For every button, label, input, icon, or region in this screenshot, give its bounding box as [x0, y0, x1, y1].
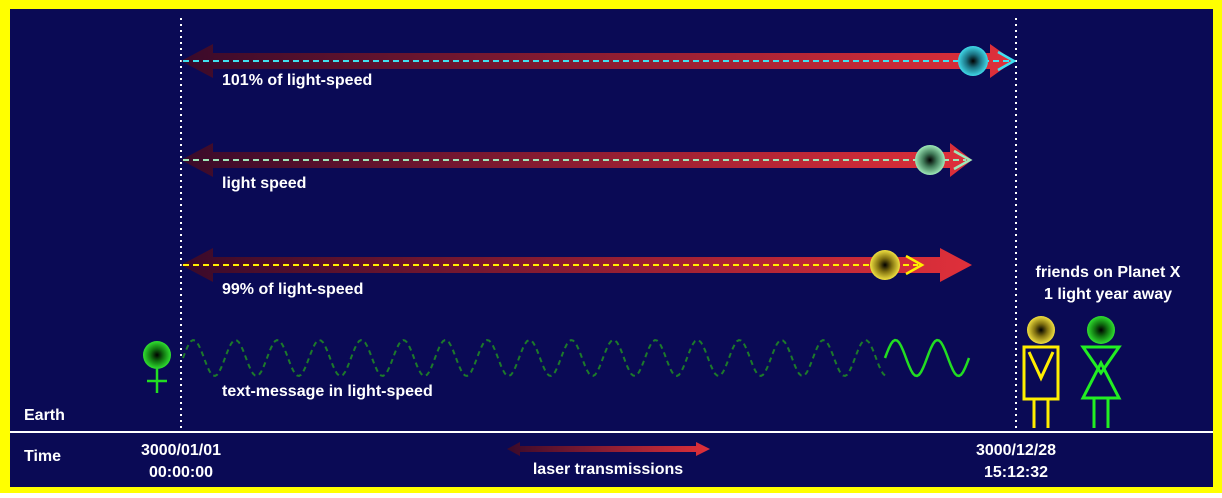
friend-male-collar — [1027, 351, 1055, 382]
friend-male-head — [1027, 316, 1055, 344]
end-time: 15:12:32 — [984, 464, 1048, 481]
particle-101 — [958, 46, 988, 76]
earth-person-head — [143, 341, 171, 369]
label-99: 99% of light-speed — [222, 281, 363, 298]
trail-arrowhead-101 — [997, 50, 1017, 72]
friend-female-skirt — [1080, 359, 1122, 400]
friend-male — [1022, 316, 1060, 428]
background-panel — [10, 9, 1213, 487]
label-101: 101% of light-speed — [222, 72, 372, 89]
friend-female-top — [1080, 345, 1122, 376]
message-wave-front — [883, 338, 971, 378]
row-101-percent: 101% of light-speed — [181, 44, 1017, 89]
legend-label: laser transmissions — [533, 461, 683, 478]
friends-distance: 1 light year away — [1044, 286, 1172, 303]
label-light: light speed — [222, 175, 306, 192]
message-wave-dashed — [182, 339, 886, 377]
end-date: 3000/12/28 — [976, 442, 1056, 459]
friend-female — [1080, 316, 1122, 428]
text-message-row: text-message in light-speed — [182, 338, 971, 400]
row-light-speed: light speed — [181, 143, 973, 192]
friends-title: friends on Planet X — [1036, 264, 1181, 281]
trail-arrowhead-99 — [905, 254, 925, 276]
particle-99 — [870, 250, 900, 280]
friends-planet-x: friends on Planet X 1 light year away — [1022, 264, 1181, 428]
earth-label: Earth — [24, 407, 65, 424]
friend-male-body — [1022, 345, 1060, 401]
legend: laser transmissions — [507, 442, 710, 478]
time-label: Time — [24, 448, 61, 465]
start-date: 3000/01/01 — [141, 442, 221, 459]
start-time: 00:00:00 — [149, 464, 213, 481]
earth-person — [143, 341, 171, 393]
legend-laser-arrow — [507, 442, 710, 456]
row-99-percent: 99% of light-speed — [181, 248, 972, 298]
particle-light — [915, 145, 945, 175]
message-label: text-message in light-speed — [222, 383, 433, 400]
trail-arrowhead-light — [953, 149, 973, 171]
friend-female-head — [1087, 316, 1115, 344]
